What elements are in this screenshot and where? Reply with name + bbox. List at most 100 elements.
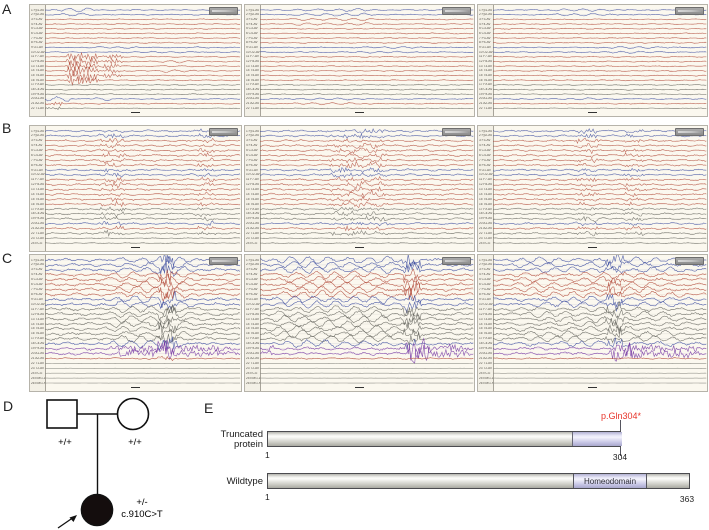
channel-label: 15 T5-AV [479, 74, 493, 78]
eeg-trace [493, 197, 707, 202]
channel-label: 5 C3-AV [31, 278, 43, 282]
eeg-trace [260, 22, 474, 26]
eeg-trace [45, 37, 241, 39]
channel-label: 16 T6-AV [31, 332, 45, 336]
eeg-trace [45, 343, 241, 361]
eeg-trace [493, 226, 707, 231]
channel-label: 18 Cz-AV [246, 342, 260, 346]
eeg-trace [45, 187, 241, 192]
time-scale-mark [131, 386, 141, 388]
channel-label: 14 T4-AV [479, 322, 493, 326]
channel-label: 18 Cz-AV [479, 342, 493, 346]
eeg-trace [260, 27, 474, 30]
montage-badge-text [445, 130, 468, 133]
eeg-trace [493, 167, 707, 173]
channel-label-column: 1 Fp1-AV 2 Fp2-AV 3 F3-AV 4 F4-AV 5 C3-AV 6 C… [245, 5, 261, 116]
channel-label: 22 T1-AV [246, 231, 260, 235]
eeg-trace [260, 225, 474, 232]
eeg-panel-c: 1 Fp1-AV 2 Fp2-AV 3 F3-AV 4 F4-AV 5 C3-AV 6 C… [0, 254, 709, 392]
channel-label: 18 Cz-AV [246, 212, 260, 216]
eeg-trace [45, 50, 241, 54]
eeg-trace [493, 37, 707, 39]
channel-label: 23 T2-AV [246, 236, 260, 240]
eeg-trace [493, 357, 707, 360]
channel-label: 2 Fp2-AV [479, 13, 493, 17]
channel-label: 5 C3-AV [31, 27, 43, 31]
eeg-trace [260, 188, 474, 199]
channel-label: 7 P3-AV [31, 158, 43, 162]
eeg-trace [260, 70, 474, 72]
channel-label: 21 A2-AV [31, 227, 45, 230]
channel-label: 23 T2-AV [31, 236, 45, 240]
eeg-trace [260, 60, 474, 63]
channel-label: 9 O1-AV [31, 168, 43, 172]
channel-label: 6 C4-AV [479, 153, 491, 157]
channel-label: 8 P4-AV [31, 292, 43, 296]
eeg-trace [45, 128, 241, 133]
eeg-trace [45, 242, 241, 244]
eeg-trace [493, 207, 707, 211]
eeg-trace [45, 176, 241, 183]
time-scale-mark [131, 246, 141, 248]
eeg-trace [493, 258, 707, 271]
eeg-trace [493, 201, 707, 207]
eeg-trace [493, 93, 707, 96]
eeg-trace [260, 259, 474, 270]
time-scale-mark [131, 111, 141, 113]
channel-label: 17 Fz-AV [479, 83, 493, 87]
eeg-traces [45, 7, 241, 111]
channel-label: 7 P3-AV [246, 288, 258, 292]
eeg-trace [260, 268, 474, 280]
eeg-trace [260, 299, 474, 314]
channel-label: 5 C3-AV [246, 27, 258, 31]
channel-label: 22 T1-AV [246, 106, 260, 110]
eeg-trace [493, 342, 707, 357]
channel-label: 12 F8-AV [246, 60, 260, 63]
channel-label: 12 F8-AV [31, 183, 45, 187]
eeg-trace [45, 181, 241, 189]
channel-label: 25 EMG-L [246, 376, 260, 380]
proband-variant: c.910C>T [121, 509, 163, 520]
channel-label: 4 F4-AV [31, 273, 43, 277]
eeg-trace [493, 237, 707, 240]
eeg-trace [260, 312, 474, 327]
eeg-trace [260, 175, 474, 183]
channel-label: 15 T5-AV [31, 327, 45, 331]
eeg-trace [493, 88, 707, 91]
eeg-trace [260, 200, 474, 209]
eeg-trace [45, 18, 241, 21]
channel-label: 18 Cz-AV [246, 88, 260, 92]
channel-label: 4 F4-AV [31, 144, 43, 148]
channel-label: 19 Pz-AV [246, 347, 260, 351]
eeg-trace [45, 197, 241, 202]
channel-label: 10 O2-AV [31, 302, 45, 306]
channel-label: 6 C4-AV [246, 283, 258, 287]
time-scale-mark [354, 111, 364, 113]
channel-label: 12 F8-AV [246, 183, 260, 187]
eeg-trace [260, 324, 474, 335]
eeg-trace [493, 102, 707, 105]
eeg-trace [45, 133, 241, 139]
eeg-trace [260, 46, 474, 49]
eeg-trace [493, 301, 707, 314]
channel-label: 22 T1-AV [31, 106, 45, 110]
channel-label: 8 P4-AV [31, 163, 43, 167]
eeg-trace [260, 337, 474, 361]
channel-label: 3 F3-AV [479, 268, 491, 272]
eeg-trace [493, 152, 707, 159]
channel-label: 10 O2-AV [31, 173, 45, 177]
eeg-trace [45, 69, 241, 82]
channel-label: 6 C4-AV [31, 283, 43, 287]
eeg-trace [45, 32, 240, 35]
eeg-trace [260, 261, 474, 274]
eeg-trace [493, 172, 707, 178]
eeg-trace [45, 191, 241, 197]
channel-label: 2 Fp2-AV [479, 134, 493, 138]
channel-label: 23 T2-AV [246, 366, 260, 370]
channel-label: 5 C3-AV [479, 27, 491, 31]
eeg-trace [493, 242, 707, 244]
eeg-trace [260, 138, 474, 143]
eeg-trace [493, 157, 707, 164]
eeg-trace [493, 50, 707, 54]
eeg-trace [260, 305, 474, 317]
